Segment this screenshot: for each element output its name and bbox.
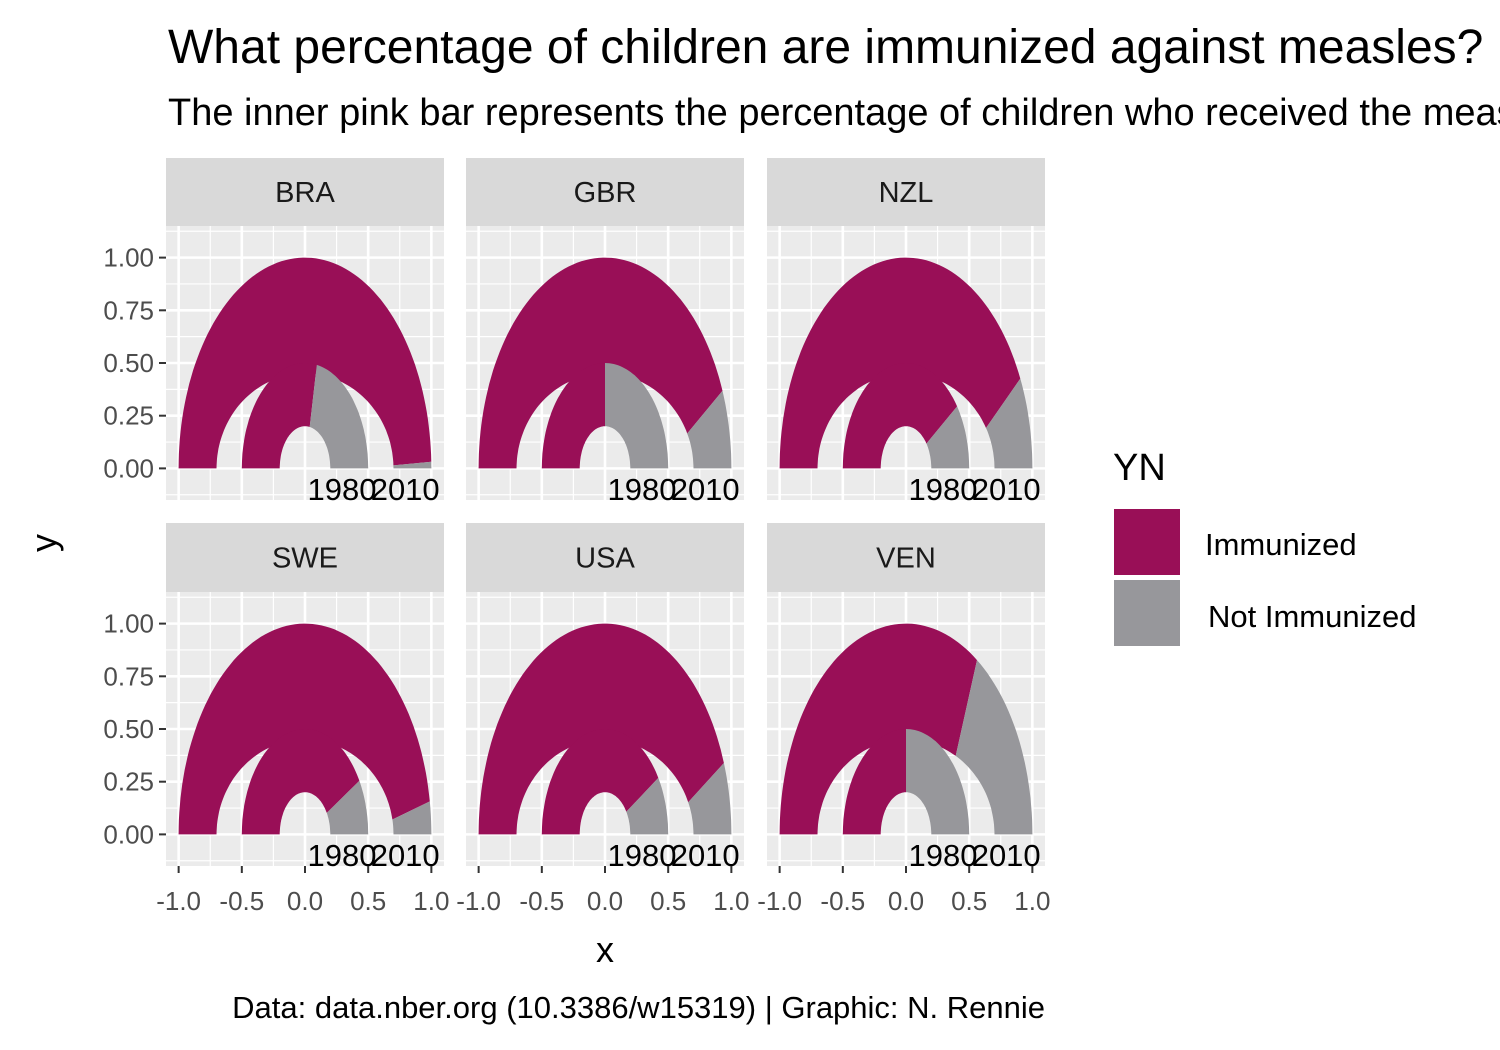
year-label-2010: 2010 [371, 472, 440, 507]
y-tick-label: 1.00 [103, 609, 154, 639]
x-tick-label: -0.5 [219, 886, 264, 916]
x-tick-label: 1.0 [1014, 886, 1050, 916]
arc-2010-not-immunized [392, 801, 432, 835]
y-tick-label: 0.50 [103, 348, 154, 378]
x-tick-label: 1.0 [713, 886, 749, 916]
arc-2010-immunized [478, 257, 723, 469]
y-tick-label: 0.00 [103, 819, 154, 849]
arc-2010-immunized [779, 257, 1021, 469]
y-tick-label: 0.25 [103, 767, 154, 797]
strip-label: VEN [876, 543, 936, 575]
arc-1980-immunized [842, 729, 906, 835]
strip-background [767, 523, 1045, 592]
chart-subtitle: The inner pink bar represents the percen… [168, 92, 1500, 134]
x-tick-label: -1.0 [757, 886, 802, 916]
year-label-2010: 2010 [671, 838, 740, 873]
arc-1980-not-immunized [926, 406, 970, 469]
year-label-1980: 1980 [608, 472, 677, 507]
strip-background [166, 158, 444, 226]
strip-background [466, 158, 744, 226]
arc-1980-immunized [541, 363, 605, 469]
year-label-1980: 1980 [909, 472, 978, 507]
strip-label: USA [575, 543, 635, 575]
y-tick-label: 0.25 [103, 401, 154, 431]
axes: 0.000.250.500.751.000.000.250.500.751.00… [103, 243, 1050, 916]
arc-2010-not-immunized [393, 461, 432, 469]
strip-background [767, 158, 1045, 226]
arc-2010-immunized [478, 623, 724, 835]
y-tick-label: 1.00 [103, 243, 154, 273]
y-tick-label: 0.75 [103, 295, 154, 325]
x-tick-label: -0.5 [820, 886, 865, 916]
facet-panels: BRA19802010GBR19802010NZL19802010SWE1980… [166, 158, 1045, 873]
strip-label: GBR [574, 177, 637, 209]
x-tick-label: 0.5 [350, 886, 386, 916]
arc-1980-immunized [842, 363, 958, 469]
strip-label: BRA [275, 177, 335, 209]
arc-1980-not-immunized [605, 363, 669, 469]
x-tick-label: -1.0 [456, 886, 501, 916]
chart-title: What percentage of children are immunize… [168, 21, 1483, 74]
year-label-1980: 1980 [308, 838, 377, 873]
arc-2010-immunized [178, 623, 430, 835]
year-label-2010: 2010 [972, 838, 1041, 873]
strip-background [466, 523, 744, 592]
legend-label-immunized: Immunized [1205, 527, 1357, 562]
x-tick-label: 0.5 [650, 886, 686, 916]
x-axis-title: x [596, 929, 614, 970]
strip-background [166, 523, 444, 592]
year-label-1980: 1980 [909, 838, 978, 873]
arc-1980-immunized [241, 729, 360, 835]
arc-2010-not-immunized [687, 390, 732, 469]
strip-label: SWE [272, 543, 338, 575]
arc-2010-not-immunized [688, 763, 732, 835]
arc-1980-not-immunized [626, 777, 669, 835]
legend: YN Immunized Not Immunized [1112, 447, 1416, 648]
legend-key-not-immunized [1112, 578, 1182, 648]
y-tick-label: 0.50 [103, 714, 154, 744]
arc-1980-not-immunized [326, 780, 369, 835]
legend-key-immunized [1112, 507, 1182, 577]
chart-caption: Data: data.nber.org (10.3386/w15319) | G… [232, 990, 1045, 1025]
arc-1980-not-immunized [309, 364, 369, 469]
arc-1980-not-immunized [906, 729, 970, 835]
arc-2010-not-immunized [986, 378, 1033, 469]
x-tick-label: 0.0 [587, 886, 623, 916]
y-axis-title: y [23, 534, 64, 552]
x-tick-label: -1.0 [156, 886, 201, 916]
arc-2010-not-immunized [955, 660, 1033, 835]
year-label-1980: 1980 [608, 838, 677, 873]
legend-label-not-immunized: Not Immunized [1208, 599, 1416, 634]
x-tick-label: 0.0 [287, 886, 323, 916]
x-tick-label: 1.0 [413, 886, 449, 916]
x-tick-label: 0.5 [951, 886, 987, 916]
year-label-1980: 1980 [308, 472, 377, 507]
y-tick-label: 0.75 [103, 661, 154, 691]
arc-2010-immunized [779, 623, 977, 835]
arc-1980-immunized [541, 729, 659, 835]
arc-1980-immunized [241, 363, 317, 469]
x-tick-label: -0.5 [519, 886, 564, 916]
year-label-2010: 2010 [371, 838, 440, 873]
y-tick-label: 0.00 [103, 453, 154, 483]
year-label-2010: 2010 [972, 472, 1041, 507]
year-label-2010: 2010 [671, 472, 740, 507]
legend-title: YN [1113, 447, 1166, 489]
strip-label: NZL [879, 177, 934, 209]
x-tick-label: 0.0 [888, 886, 924, 916]
